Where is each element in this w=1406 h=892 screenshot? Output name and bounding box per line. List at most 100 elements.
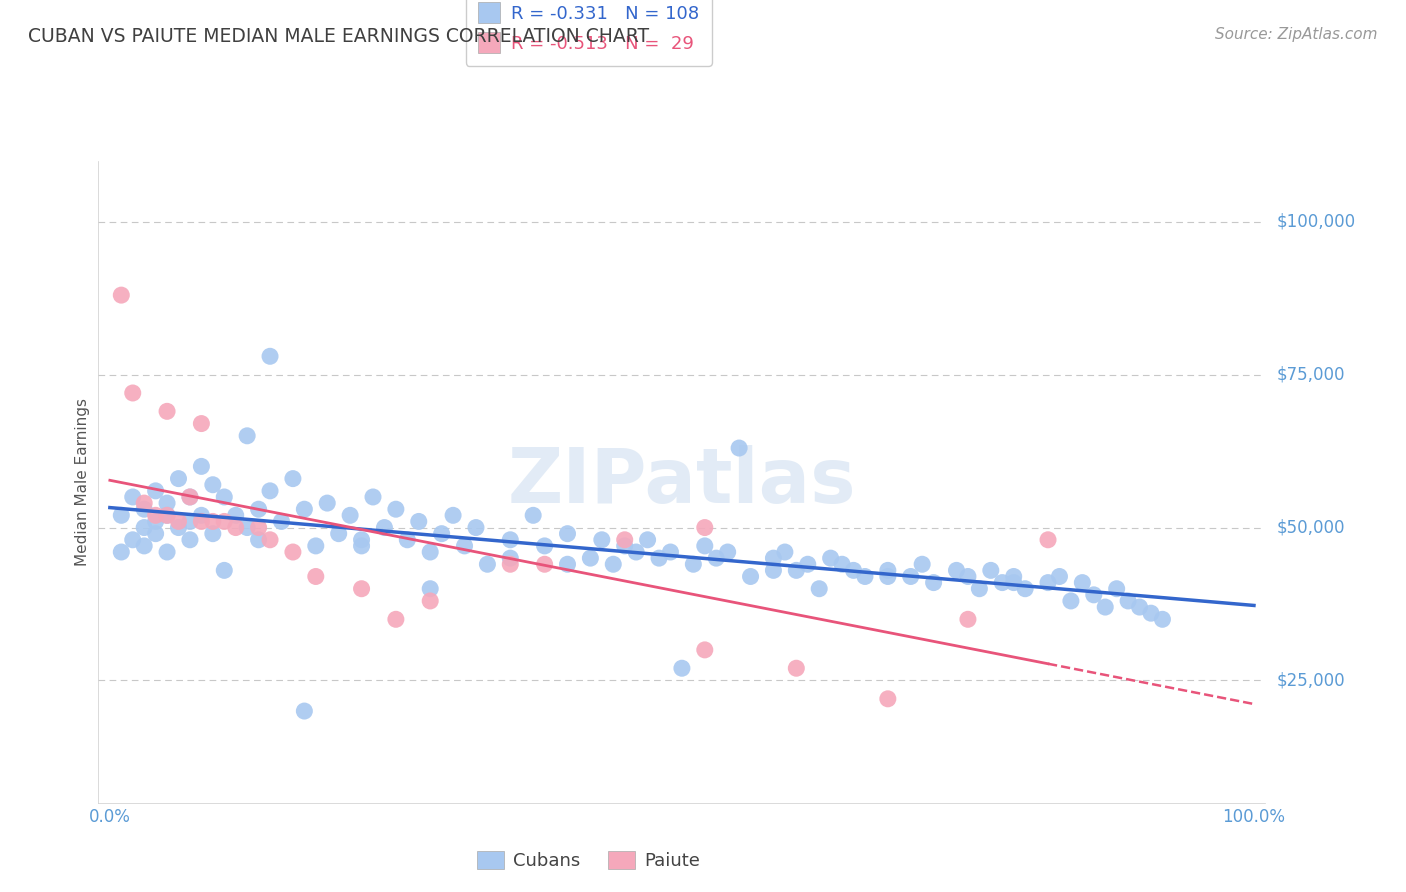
Point <box>121 490 143 504</box>
Point <box>156 508 179 523</box>
Point <box>911 558 934 572</box>
Point <box>121 533 143 547</box>
Point <box>922 575 945 590</box>
Point <box>339 508 361 523</box>
Point <box>499 558 522 572</box>
Point <box>270 515 292 529</box>
Point <box>145 526 167 541</box>
Point <box>236 520 259 534</box>
Point <box>190 515 212 529</box>
Point <box>259 483 281 498</box>
Point <box>225 508 247 523</box>
Point <box>225 520 247 534</box>
Point <box>1071 575 1094 590</box>
Point <box>305 539 328 553</box>
Point <box>1002 575 1025 590</box>
Point <box>328 526 350 541</box>
Point <box>201 526 224 541</box>
Point <box>110 545 132 559</box>
Point <box>373 520 395 534</box>
Point <box>179 490 201 504</box>
Point <box>292 502 315 516</box>
Point <box>145 515 167 529</box>
Text: Source: ZipAtlas.com: Source: ZipAtlas.com <box>1215 27 1378 42</box>
Point <box>499 551 522 566</box>
Point <box>110 288 132 302</box>
Point <box>419 582 441 596</box>
Point <box>156 404 179 418</box>
Point <box>477 558 499 572</box>
Point <box>682 558 704 572</box>
Point <box>190 508 212 523</box>
Point <box>693 643 716 657</box>
Point <box>134 502 156 516</box>
Point <box>179 533 201 547</box>
Point <box>717 545 740 559</box>
Point <box>281 472 304 486</box>
Point <box>156 508 179 523</box>
Point <box>292 704 315 718</box>
Point <box>350 533 373 547</box>
Text: ZIPatlas: ZIPatlas <box>508 445 856 518</box>
Point <box>1152 612 1174 626</box>
Point <box>419 594 441 608</box>
Text: $100,000: $100,000 <box>1277 212 1355 231</box>
Point <box>991 575 1014 590</box>
Point <box>876 569 898 583</box>
Point <box>134 496 156 510</box>
Legend: Cubans, Paiute: Cubans, Paiute <box>470 844 707 877</box>
Point <box>419 545 441 559</box>
Point <box>499 533 522 547</box>
Point <box>704 551 727 566</box>
Point <box>820 551 842 566</box>
Point <box>167 472 190 486</box>
Point <box>1036 533 1059 547</box>
Point <box>591 533 613 547</box>
Point <box>179 515 201 529</box>
Point <box>247 533 270 547</box>
Point <box>579 551 602 566</box>
Point <box>1140 606 1163 620</box>
Point <box>842 563 865 577</box>
Point <box>1049 569 1071 583</box>
Point <box>762 563 785 577</box>
Point <box>773 545 796 559</box>
Point <box>876 563 898 577</box>
Point <box>441 508 464 523</box>
Point <box>179 490 201 504</box>
Point <box>1014 582 1036 596</box>
Text: $75,000: $75,000 <box>1277 366 1346 384</box>
Point <box>201 477 224 491</box>
Point <box>969 582 991 596</box>
Point <box>350 539 373 553</box>
Point <box>900 569 922 583</box>
Point <box>385 612 408 626</box>
Point <box>762 551 785 566</box>
Point <box>853 569 876 583</box>
Point <box>385 502 408 516</box>
Point <box>1002 569 1025 583</box>
Point <box>785 661 807 675</box>
Point <box>201 515 224 529</box>
Point <box>659 545 682 559</box>
Point <box>1116 594 1139 608</box>
Point <box>648 551 671 566</box>
Point <box>831 558 853 572</box>
Point <box>808 582 831 596</box>
Point <box>876 691 898 706</box>
Point <box>956 569 979 583</box>
Point <box>361 490 384 504</box>
Point <box>190 417 212 431</box>
Point <box>1094 600 1116 615</box>
Point <box>214 490 236 504</box>
Point <box>740 569 762 583</box>
Point <box>693 520 716 534</box>
Point <box>247 520 270 534</box>
Point <box>316 496 339 510</box>
Point <box>350 582 373 596</box>
Point <box>557 558 579 572</box>
Text: $50,000: $50,000 <box>1277 518 1346 537</box>
Point <box>396 533 419 547</box>
Point <box>281 545 304 559</box>
Point <box>533 558 555 572</box>
